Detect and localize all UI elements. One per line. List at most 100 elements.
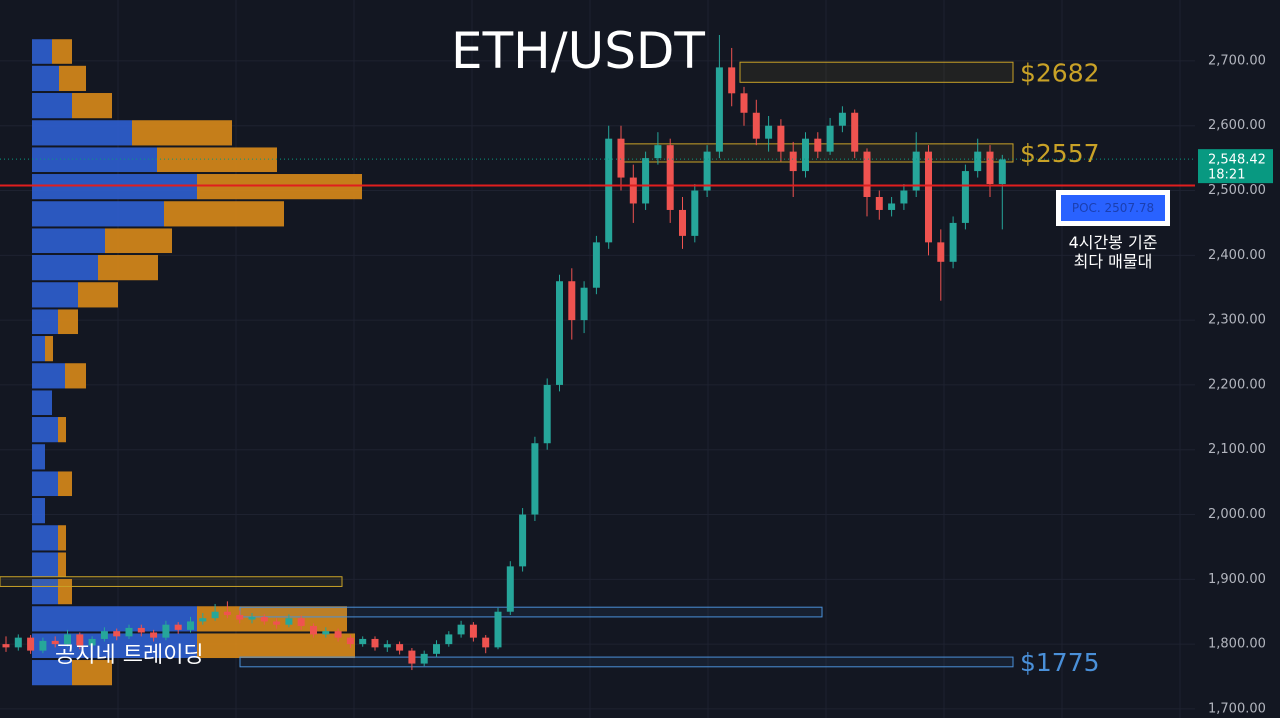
candle-body	[482, 637, 490, 648]
candle-body	[64, 634, 71, 645]
profile-bar	[32, 282, 78, 308]
candle-body	[765, 125, 773, 139]
profile-bar	[132, 120, 232, 146]
candle-body	[937, 242, 945, 262]
chart-title: ETH/USDT	[451, 22, 705, 80]
candle-body	[519, 514, 527, 567]
candle-body	[863, 151, 871, 197]
profile-bar	[197, 174, 362, 200]
candle-body	[580, 287, 588, 321]
candle-body	[679, 209, 686, 236]
candle-body	[998, 159, 1006, 185]
candle-body	[125, 627, 133, 637]
candle-body	[851, 112, 859, 152]
profile-bar	[32, 444, 45, 470]
candle-body	[961, 171, 969, 223]
candle-body	[974, 151, 982, 172]
y-tick-label: 2,400.00	[1208, 248, 1266, 263]
last-price-label: 2,548.42	[1208, 153, 1266, 168]
candle-body	[383, 644, 391, 648]
candle-body	[900, 190, 908, 204]
candle-body	[322, 631, 330, 635]
candle-body	[506, 566, 514, 612]
profile-bar	[45, 336, 53, 362]
zone	[0, 576, 343, 587]
profile-bar	[32, 417, 58, 443]
candle-body	[728, 67, 736, 94]
zone	[739, 61, 1014, 83]
poc-label: POC. 2507.78	[1072, 201, 1154, 215]
profile-bar	[32, 606, 197, 632]
candle-body	[223, 611, 231, 615]
candle-body	[137, 627, 145, 633]
y-tick-label: 2,000.00	[1208, 507, 1266, 522]
poc-box-inner	[1061, 195, 1165, 221]
y-tick-label: 1,800.00	[1208, 637, 1266, 652]
candle-body	[236, 614, 244, 620]
candle-body	[248, 616, 256, 620]
profile-bar	[32, 390, 52, 416]
y-tick-label: 2,500.00	[1208, 183, 1266, 198]
candle-body	[642, 158, 650, 204]
y-tick-label: 2,300.00	[1208, 313, 1266, 328]
candle-body	[629, 177, 637, 204]
candle-body	[199, 618, 207, 622]
candle-body	[457, 624, 465, 635]
profile-bar	[72, 660, 112, 686]
profile-bar	[32, 633, 197, 659]
candle-body	[51, 640, 59, 645]
y-tick-label: 1,700.00	[1208, 701, 1266, 716]
candle-body	[359, 638, 367, 645]
profile-bar	[59, 65, 86, 92]
y-tick-label: 2,600.00	[1208, 118, 1266, 133]
profile-bar	[164, 201, 284, 227]
profile-bar	[98, 255, 158, 281]
candle-body	[531, 443, 539, 515]
candle-body	[802, 138, 809, 172]
candle-body	[617, 138, 625, 178]
profile-bar	[32, 363, 65, 389]
profile-bar	[32, 255, 98, 281]
last-price-box	[1198, 149, 1273, 184]
candle-body	[408, 650, 416, 664]
profile-bar	[72, 93, 112, 119]
candle-body	[925, 151, 932, 243]
profile-bar	[32, 552, 58, 578]
profile-bar	[58, 471, 72, 497]
candle-body	[654, 145, 662, 159]
candle-body	[949, 222, 957, 262]
zone-label: $2557	[1020, 139, 1100, 168]
y-tick-label: 1,900.00	[1208, 572, 1266, 587]
profile-bar	[58, 552, 66, 578]
candle-body	[162, 624, 170, 638]
poc-note: 최다 매물대	[1074, 252, 1153, 271]
candle-body	[568, 281, 576, 321]
candle-body	[445, 634, 453, 645]
candle-body	[285, 618, 293, 625]
candle-body	[27, 637, 35, 651]
candle-body	[592, 242, 600, 288]
candle-body	[187, 621, 194, 630]
candle-body	[14, 637, 22, 648]
candle-body	[174, 624, 182, 630]
candle-body	[838, 112, 846, 126]
profile-bar	[32, 174, 197, 200]
candle-body	[371, 638, 379, 648]
candle-body	[310, 625, 317, 635]
profile-bar	[197, 633, 355, 659]
profile-bar	[32, 201, 164, 227]
poc-note: 4시간봉 기준	[1069, 233, 1158, 252]
y-tick-label: 2,200.00	[1208, 377, 1266, 392]
candle-body	[297, 618, 305, 626]
profile-bar	[32, 336, 45, 362]
profile-bar	[32, 39, 52, 64]
candle-body	[752, 112, 760, 139]
profile-bar	[32, 147, 157, 173]
candle-body	[715, 67, 723, 152]
candle-body	[740, 93, 748, 113]
candle-body	[396, 644, 404, 651]
zone-label: $2682	[1020, 58, 1100, 87]
